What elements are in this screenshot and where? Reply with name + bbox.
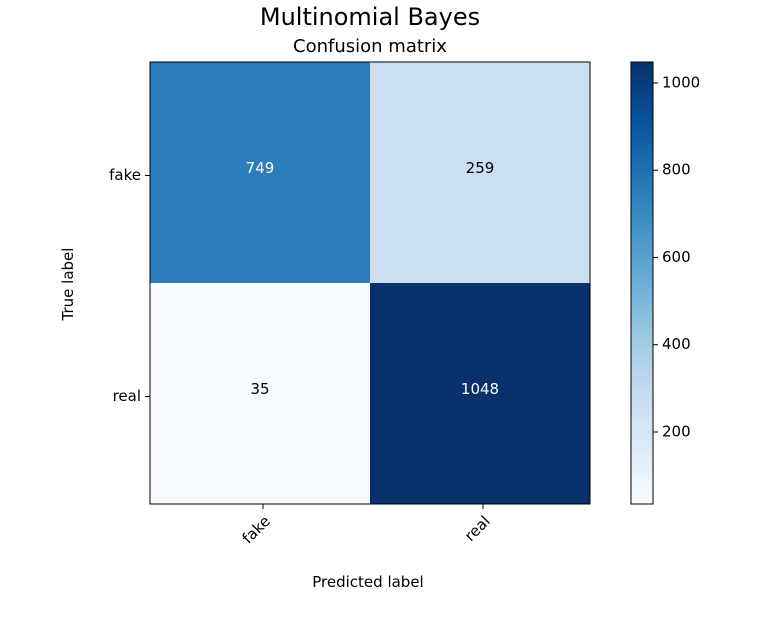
x-axis-ticks: fake real	[239, 504, 494, 547]
colorbar-ticks: 200 400 600 800 1000	[653, 73, 700, 441]
chart-title: Confusion matrix	[293, 36, 447, 57]
y-axis-ticks: fake real	[109, 166, 150, 405]
colorbar-tick-label: 400	[662, 335, 691, 353]
heatmap-cell	[370, 283, 590, 504]
cell-value-label: 1048	[461, 380, 499, 398]
cell-value-label: 749	[246, 159, 275, 177]
colorbar-tick-label: 600	[662, 248, 691, 266]
x-axis-label: Predicted label	[312, 573, 423, 591]
heatmap-cell	[150, 62, 370, 283]
y-tick-label: fake	[109, 166, 141, 184]
chart-suptitle: Multinomial Bayes	[260, 3, 480, 31]
x-tick-label: real	[461, 512, 494, 545]
x-tick-label: fake	[239, 512, 274, 547]
y-tick-label: real	[113, 387, 141, 405]
colorbar-tick-label: 1000	[662, 73, 700, 91]
heatmap-cell	[150, 283, 370, 504]
cell-value-label: 35	[250, 380, 269, 398]
colorbar-tick-label: 800	[662, 161, 691, 179]
heatmap-cell	[370, 62, 590, 283]
colorbar-tick-label: 200	[662, 423, 691, 441]
y-axis-label: True label	[59, 248, 77, 322]
heatmap-cells	[150, 62, 590, 504]
cell-value-label: 259	[466, 159, 495, 177]
colorbar	[630, 61, 654, 505]
heatmap-cell-labels: 749 259 35 1048	[246, 159, 499, 398]
plot-frame	[149, 61, 591, 505]
